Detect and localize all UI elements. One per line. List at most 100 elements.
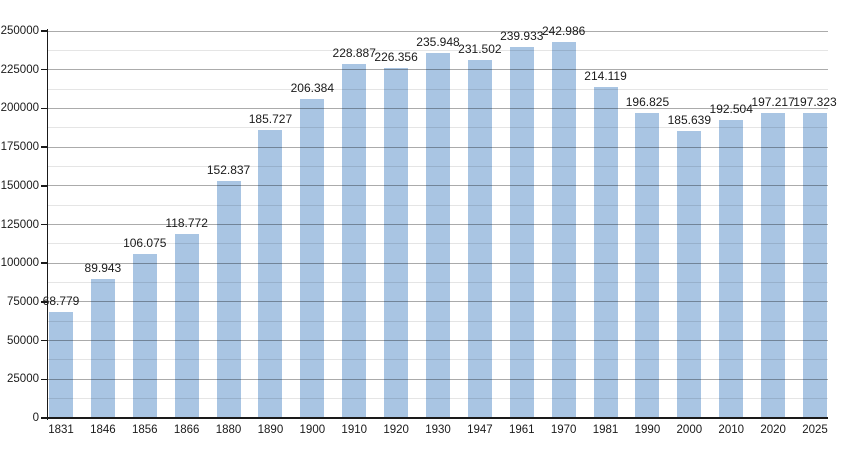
bar-1947: [467, 59, 492, 418]
y-tick-25000: [41, 378, 47, 381]
bar-1930: [426, 52, 450, 418]
major-gridline-50000: [48, 340, 828, 342]
y-tick-250000: [41, 30, 47, 32]
x-axis-label-1900: 1900: [299, 424, 326, 436]
y-axis-label-175000: 175000: [0, 141, 39, 154]
value-label-1947: 231.502: [458, 41, 502, 56]
major-gridline-200000: [48, 107, 828, 109]
value-label-1866: 118.772: [165, 216, 208, 231]
x-axis-label-1856: 1856: [131, 424, 158, 436]
minor-gridline-12500: [48, 398, 828, 400]
value-label-2020: 197.217: [751, 94, 795, 109]
bar-1880: [216, 181, 241, 418]
minor-gridline-112500: [48, 243, 828, 245]
value-label-2010: 192.504: [709, 102, 753, 116]
x-axis-label-1961: 1961: [508, 424, 535, 436]
y-axis-label-0: 0: [32, 412, 39, 424]
bar-1990: [635, 113, 660, 418]
x-axis-label-1981: 1981: [592, 424, 619, 436]
y-tick-50000: [41, 339, 47, 342]
value-label-1856: 106.075: [123, 235, 167, 250]
x-axis-label-1990: 1990: [634, 424, 661, 436]
x-axis-label-1846: 1846: [90, 424, 116, 436]
major-gridline-75000: [48, 301, 828, 303]
x-axis-label-1930: 1930: [425, 424, 451, 436]
y-axis-label-200000: 200000: [0, 102, 39, 115]
minor-gridline-137500: [48, 204, 828, 206]
value-label-1920: 226.356: [374, 49, 418, 64]
bar-2010: [719, 120, 744, 418]
bar-1846: [90, 278, 115, 418]
x-axis-label-1890: 1890: [257, 424, 284, 436]
y-tick-75000: [41, 301, 47, 303]
major-gridline-125000: [48, 224, 828, 225]
bar-2020: [761, 112, 786, 418]
y-axis-line: [46, 29, 48, 420]
value-label-1990: 196.825: [625, 95, 670, 110]
y-tick-125000: [41, 223, 47, 226]
x-axis-label-2000: 2000: [676, 424, 703, 436]
bar-2025: [803, 112, 827, 418]
minor-gridline-162500: [48, 165, 828, 167]
value-label-1981: 214.119: [584, 68, 627, 83]
y-tick-150000: [41, 185, 47, 187]
value-label-2025: 197.323: [793, 94, 837, 109]
minor-gridline-62500: [48, 320, 828, 322]
bar-1910: [342, 63, 367, 418]
minor-gridline-212500: [48, 88, 828, 90]
minor-gridline-37500: [48, 359, 828, 361]
y-axis-label-100000: 100000: [0, 257, 39, 270]
major-gridline-100000: [48, 262, 828, 264]
minor-gridline-187500: [48, 127, 828, 129]
y-tick-200000: [41, 107, 47, 110]
major-gridline-150000: [48, 185, 828, 187]
bar-1900: [300, 98, 325, 418]
value-label-1831: 68.779: [42, 293, 80, 308]
x-axis-label-1880: 1880: [215, 424, 242, 436]
x-axis-label-2020: 2020: [760, 424, 786, 436]
bar-1890: [258, 130, 283, 418]
x-axis-label-1970: 1970: [550, 424, 577, 436]
x-axis-label-2010: 2010: [718, 424, 745, 436]
bar-1866: [174, 234, 199, 418]
value-label-1846: 89.943: [84, 260, 122, 275]
y-tick-100000: [41, 262, 47, 264]
x-axis-label-1831: 1831: [48, 424, 74, 436]
value-label-1890: 185.727: [248, 112, 293, 127]
bar-1981: [593, 86, 618, 418]
value-label-1970: 242.986: [541, 23, 586, 38]
minor-gridline-87500: [48, 282, 828, 284]
major-gridline-250000: [48, 30, 828, 32]
major-gridline-175000: [48, 146, 828, 148]
y-axis-label-25000: 25000: [7, 373, 39, 386]
y-tick-225000: [41, 68, 47, 71]
value-label-1900: 206.384: [290, 80, 335, 95]
x-axis-label-1920: 1920: [383, 424, 409, 436]
value-label-1880: 152.837: [206, 163, 251, 178]
value-label-1910: 228.887: [332, 45, 376, 60]
bar-1970: [551, 41, 576, 418]
y-axis-label-250000: 250000: [0, 25, 39, 37]
value-label-1961: 239.933: [500, 28, 544, 43]
x-axis-label-1910: 1910: [341, 424, 368, 436]
y-axis-label-150000: 150000: [0, 179, 39, 192]
y-axis-label-125000: 125000: [0, 218, 39, 231]
bar-1961: [509, 46, 534, 418]
x-axis-line: [46, 417, 828, 419]
major-gridline-25000: [48, 378, 828, 380]
bar-2000: [677, 130, 702, 418]
y-axis-label-50000: 50000: [7, 334, 39, 347]
minor-gridline-237500: [48, 49, 828, 51]
bar-1831: [49, 311, 73, 418]
bar-1856: [132, 253, 157, 418]
major-gridline-225000: [48, 69, 828, 71]
value-label-2000: 185.639: [667, 112, 712, 127]
y-tick-175000: [41, 146, 47, 148]
value-label-1930: 235.948: [416, 34, 460, 49]
y-axis-label-225000: 225000: [0, 63, 39, 76]
bar-1920: [384, 67, 409, 418]
x-axis-label-2025: 2025: [802, 424, 828, 436]
y-axis-label-75000: 75000: [7, 295, 39, 308]
x-axis-label-1947: 1947: [467, 424, 493, 436]
